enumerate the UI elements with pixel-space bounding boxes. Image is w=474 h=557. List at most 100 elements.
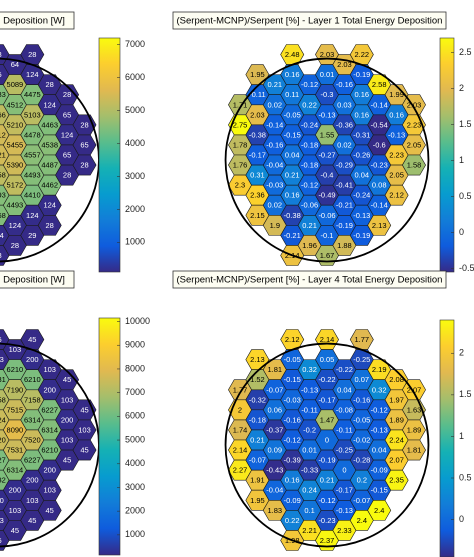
cell-label: -0.38 (284, 211, 301, 220)
cell-label: 4410 (24, 191, 41, 200)
cell-label: 124 (26, 70, 39, 79)
cell-label: 103 (78, 425, 91, 434)
cell-label: 4493 (24, 171, 41, 180)
cell-label: -0.43 (266, 466, 283, 475)
panel-title: (Serpent-MCNP)/Serpent [%] - Layer 4 Tot… (177, 275, 443, 286)
cell-label: 6232 (0, 476, 6, 485)
cell-label: -0.16 (353, 395, 370, 404)
cell-label: 6227 (0, 456, 6, 465)
colorbar-fill (439, 37, 455, 273)
cell-label: 1.81 (267, 365, 282, 374)
cell-label: 103 (0, 355, 4, 364)
cell-label: 45 (46, 506, 54, 515)
cell-label: 4483 (0, 90, 6, 99)
cell-label: -0.17 (249, 150, 266, 159)
cell-label: 45 (0, 70, 2, 79)
cell-label: 28 (11, 241, 19, 250)
colorbar-label: 1000 (125, 237, 145, 247)
cell-label: 1.47 (320, 415, 335, 424)
cell-label: 2.12 (285, 335, 300, 344)
cell-label: -0.36 (336, 120, 353, 129)
cell-label: -0.49 (318, 191, 335, 200)
cell-label: -0.24 (353, 191, 370, 200)
colorbar-label: 0 (459, 227, 464, 237)
hex-cell (72, 439, 97, 461)
cell-label: 103 (43, 365, 56, 374)
cell-label: -0.17 (336, 486, 353, 495)
cell-label: 0.31 (250, 171, 265, 180)
cell-label: -0.27 (318, 150, 335, 159)
cell-label: 0.16 (354, 90, 369, 99)
cell-label: -0.4 (321, 171, 334, 180)
panel-title: (Serpent-MCNP)/Serpent [%] - Layer 1 Tot… (177, 16, 443, 27)
cell-label: 1.89 (407, 425, 422, 434)
cell-label: -0.06 (318, 211, 335, 220)
cell-label: 2.33 (337, 526, 352, 535)
cell-label: -0.22 (318, 375, 335, 384)
hex-cell (402, 439, 426, 461)
cell-label: 2.03 (320, 50, 335, 59)
cell-label: 65 (63, 110, 71, 119)
cell-label: -0.33 (301, 466, 318, 475)
cell-label: 200 (43, 385, 56, 394)
cell-label: -0.15 (284, 375, 301, 384)
cell-label: 4493 (0, 191, 6, 200)
cell-label: 124 (43, 100, 56, 109)
cell-label: -0.03 (284, 395, 301, 404)
colorbar-label: 9000 (125, 340, 145, 350)
cell-label: 0.07 (354, 375, 369, 384)
cell-label: 2.24 (389, 435, 404, 444)
hex-map: 2845448351665412542151584493446812428645… (0, 44, 100, 266)
cell-label: -0.07 (353, 496, 370, 505)
cell-label: 0 (342, 466, 346, 475)
cell-label: -0.19 (336, 221, 353, 230)
cell-label: 1.67 (320, 251, 335, 260)
cell-label: 103 (0, 516, 4, 525)
cell-label: 2.23 (389, 150, 404, 159)
cell-label: 6314 (41, 425, 58, 434)
cell-label: 2.3 (235, 181, 245, 190)
cell-label: 200 (26, 355, 39, 364)
cell-label: 103 (61, 435, 74, 444)
cell-label: 0.09 (267, 446, 282, 455)
cell-label: 1.71 (233, 100, 248, 109)
cell-label: -0.05 (284, 110, 301, 119)
cell-label: 1.74 (233, 425, 248, 434)
cell-label: 2.22 (354, 50, 369, 59)
cell-label: -0.23 (318, 516, 335, 525)
cell-label: 0.22 (285, 516, 300, 525)
cell-label: -0.32 (249, 395, 266, 404)
cell-label: 0.06 (267, 405, 282, 414)
cell-label: 0.04 (285, 150, 300, 159)
cell-label: 2.21 (302, 526, 317, 535)
cell-label: 200 (26, 476, 39, 485)
cell-label: 0.2 (357, 476, 367, 485)
cell-label: 2.19 (372, 365, 387, 374)
cell-label: 1.88 (337, 241, 352, 250)
cell-label: 124 (0, 231, 4, 240)
cell-label: 1.89 (389, 415, 404, 424)
cell-label: 1.63 (407, 405, 422, 414)
panel-title: Deposition [W] (3, 16, 65, 27)
cell-label: 2.07 (389, 456, 404, 465)
cell-label: -0.17 (318, 395, 335, 404)
colorbar-label: 5000 (125, 105, 145, 115)
cell-label: 7158 (24, 395, 41, 404)
cell-label: 6227 (24, 456, 41, 465)
colorbar-label: 1.5 (459, 389, 472, 399)
cell-label: 2.15 (250, 211, 265, 220)
cell-label: -0.19 (318, 456, 335, 465)
cell-label: 1.52 (250, 375, 265, 384)
cell-label: 0.21 (250, 435, 265, 444)
colorbar: -0.5 0 0.5 1 1.5 2 2.5 (439, 37, 474, 273)
cell-label: -0.02 (353, 435, 370, 444)
hex-cell (384, 469, 409, 491)
cell-label: 2.35 (389, 476, 404, 485)
cell-label: 2.23 (407, 120, 422, 129)
cell-label: 103 (9, 506, 22, 515)
cell-label: 1.76 (233, 161, 248, 170)
cell-label: 0.02 (267, 201, 282, 210)
cell-label: 7524 (0, 415, 6, 424)
cell-label: 2.08 (389, 375, 404, 384)
